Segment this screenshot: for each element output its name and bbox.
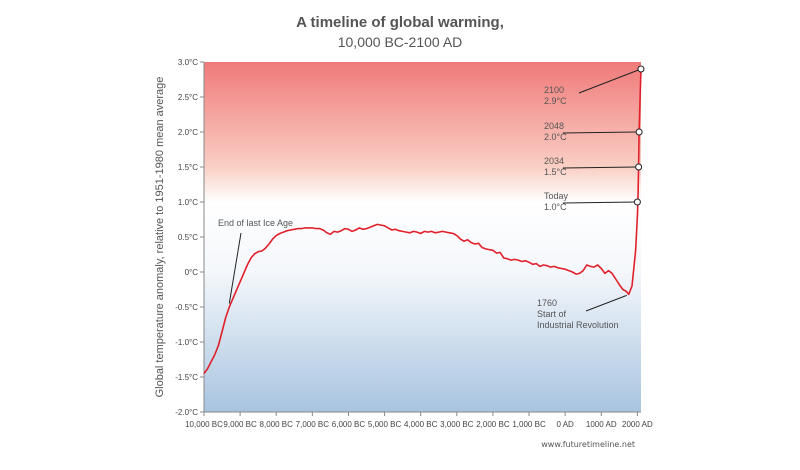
annotation-point (633, 198, 641, 206)
x-tick-label: 0 AD (556, 420, 574, 429)
y-tick-label: -0.5°C (175, 303, 198, 312)
chart-subtitle: 10,000 BC-2100 AD (337, 34, 463, 50)
x-tick-label: 2,000 BC (476, 420, 510, 429)
annotation-leader (562, 201, 638, 204)
x-tick-label: 10,000 BC (185, 420, 223, 429)
source-credit: www.futuretimeline.net (541, 440, 635, 449)
annotation-2048-line: 2048 (544, 121, 564, 131)
annotation-today-line: 1.0°C (544, 202, 567, 212)
y-tick-label: 3.0°C (178, 58, 198, 67)
annotation-2048-line: 2.0°C (544, 132, 567, 142)
x-tick-label: 8,000 BC (260, 420, 294, 429)
annotation-2100-line: 2100 (544, 85, 564, 95)
x-tick-label: 7,000 BC (296, 420, 330, 429)
x-tick-label: 6,000 BC (332, 420, 366, 429)
x-tick-label: 2000 AD (622, 420, 653, 429)
x-tick-label: 1,000 BC (512, 420, 546, 429)
annotation-2048: 2048 2.0°C (544, 121, 567, 142)
x-tick-label: 1000 AD (586, 420, 617, 429)
annotation-leader (562, 166, 639, 169)
annotation-2034-line: 2034 (544, 156, 564, 166)
x-tick-label: 5,000 BC (368, 420, 402, 429)
plot-background (204, 62, 641, 412)
annotations: End of last Ice Age 1760 Start of Industria… (218, 65, 645, 330)
annotation-today-line: Today (544, 191, 569, 201)
y-tick-label: 0°C (185, 268, 199, 277)
annotation-today: Today 1.0°C (544, 191, 569, 212)
annotation-point (635, 128, 643, 136)
y-tick-label: -2.0°C (175, 408, 198, 417)
y-tick-label: 2.5°C (178, 93, 198, 102)
annotation-industrial-revolution-line: Industrial Revolution (537, 320, 619, 330)
annotation-2100-line: 2.9°C (544, 96, 567, 106)
annotation-2100: 2100 2.9°C (544, 85, 567, 106)
y-tick-label: -1.0°C (175, 338, 198, 347)
annotation-industrial-revolution: 1760 Start of Industrial Revolution (537, 298, 619, 330)
series-layer (203, 68, 642, 374)
annotation-leader (562, 131, 640, 134)
x-tick-label: 9,000 BC (223, 420, 257, 429)
y-tick-label: 1.5°C (178, 163, 198, 172)
annotation-industrial-revolution-line: 1760 (537, 298, 557, 308)
industrial-revolution-leader (585, 294, 627, 312)
annotation-industrial-revolution-line: Start of (537, 309, 567, 319)
annotation-point (635, 163, 643, 171)
y-tick-label: 1.0°C (178, 198, 198, 207)
x-tick-label: 3,000 BC (440, 420, 474, 429)
annotation-ice-age: End of last Ice Age (218, 218, 293, 228)
y-tick-label: 0.5°C (178, 233, 198, 242)
ice-age-leader (228, 232, 242, 304)
annotation-2034-line: 1.5°C (544, 167, 567, 177)
y-tick-label: 2.0°C (178, 128, 198, 137)
chart-title: A timeline of global warming, (296, 14, 504, 31)
x-axis: 10,000 BC 9,000 BC 8,000 BC 7,000 BC 6,000 B… (185, 411, 653, 429)
annotation-leader (578, 68, 642, 94)
y-axis-label: Global temperature anomaly, relative to … (154, 77, 166, 398)
y-tick-label: -1.5°C (175, 373, 198, 382)
annotation-ice-age-line: End of last Ice Age (218, 218, 293, 228)
annotation-point (637, 65, 645, 73)
temperature-line (203, 68, 642, 374)
y-axis: 3.0°C 2.5°C 2.0°C 1.5°C 1.0°C 0.5°C 0°C -0.5°C -… (175, 58, 205, 417)
annotation-2034: 2034 1.5°C (544, 156, 567, 177)
x-tick-label: 4,000 BC (404, 420, 438, 429)
